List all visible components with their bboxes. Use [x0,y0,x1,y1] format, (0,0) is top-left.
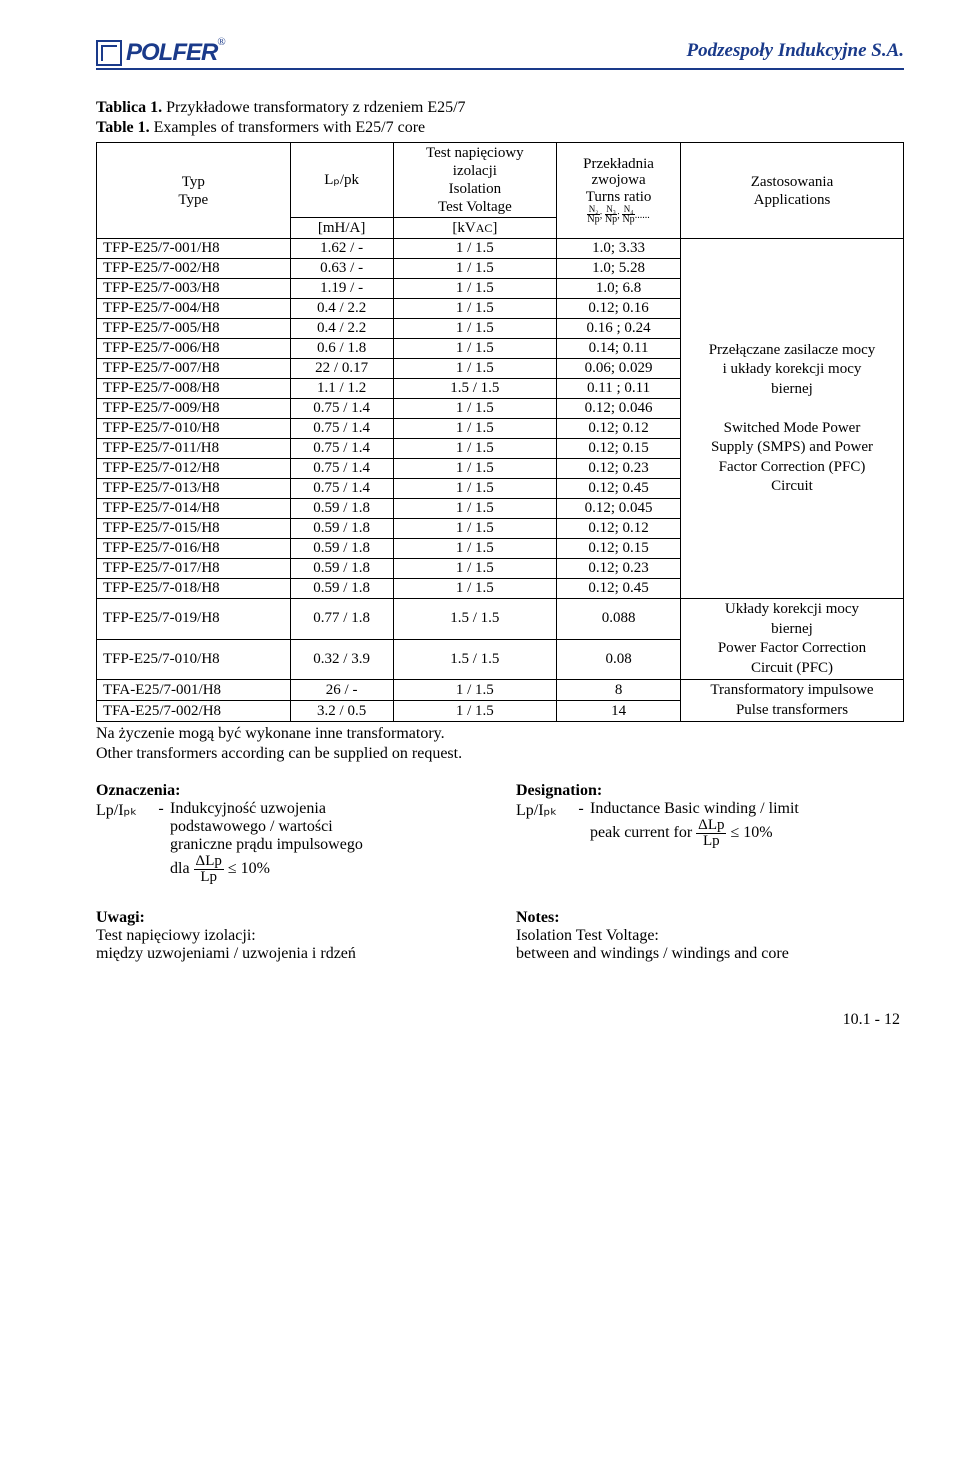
designation-title-pl: Oznaczenia: [96,782,484,800]
dash-en: - [572,800,590,849]
col-lp-unit: [mH/A] [290,218,393,239]
designation-section: Oznaczenia: Lp/Iₚₖ - Indukcyjność uzwoje… [96,782,904,885]
designation-title-en: Designation: [516,782,904,800]
caption-pl-rest: Przykładowe transformatory z rdzeniem E2… [162,99,465,116]
col-ratio-header: Przekładnia zwojowa Turns ratio N₂Np; N₃… [557,143,681,239]
col-lp-header: Lₚ/pk [290,143,393,218]
registered-icon: ® [217,36,225,48]
caption-en-bold: Table 1. [96,119,150,136]
logo: POLFER® [96,40,226,66]
company-name: Podzespoły Indukcyjne S.A. [687,40,904,62]
logo-mark-icon [96,40,122,66]
page-header: POLFER® Podzespoły Indukcyjne S.A. [96,40,904,70]
table-row: TFA-E25/7-001/H826 / -1 / 1.58 Transform… [97,680,904,701]
notes-title-en: Notes: [516,909,904,927]
transformers-table: Typ Type Lₚ/pk Test napięciowy izolacji … [96,142,904,722]
col-test-header: Test napięciowy izolacji Isolation Test … [393,143,557,218]
table-row: TFP-E25/7-019/H80.77 / 1.81.5 / 1.50.088… [97,599,904,640]
app-cell-2: Układy korekcji mocy biernej Power Facto… [681,599,904,680]
notes-section: Uwagi: Test napięciowy izolacji: między … [96,909,904,963]
caption-en-rest: Examples of transformers with E25/7 core [150,119,425,136]
logo-text: POLFER [126,39,217,66]
table-row: TFP-E25/7-001/H81.62 / -1 / 1.51.0; 3.33… [97,239,904,259]
notes-text-pl: Test napięciowy izolacji: między uzwojen… [96,927,484,963]
col-app-header: Zastosowania Applications [681,143,904,239]
after-table-note: Na życzenie mogą być wykonane inne trans… [96,724,904,764]
designation-label: Lp/Iₚₖ [96,800,152,885]
designation-text-en: Inductance Basic winding / limit peak cu… [590,800,904,849]
designation-label-en: Lp/Iₚₖ [516,800,572,849]
table-caption: Tablica 1. Przykładowe transformatory z … [96,98,904,138]
caption-pl-bold: Tablica 1. [96,99,162,116]
designation-text-pl: Indukcyjność uzwojenia podstawowego / wa… [170,800,484,885]
col-type-header: Typ Type [97,143,291,239]
dash: - [152,800,170,885]
app-cell-1: Przełączane zasilacze mocy i układy kore… [681,239,904,599]
col-test-unit: [kVAC] [393,218,557,239]
page-number: 10.1 - 12 [96,1011,904,1029]
notes-title-pl: Uwagi: [96,909,484,927]
app-cell-3: Transformatory impulsowe Pulse transform… [681,680,904,722]
notes-text-en: Isolation Test Voltage: between and wind… [516,927,904,963]
